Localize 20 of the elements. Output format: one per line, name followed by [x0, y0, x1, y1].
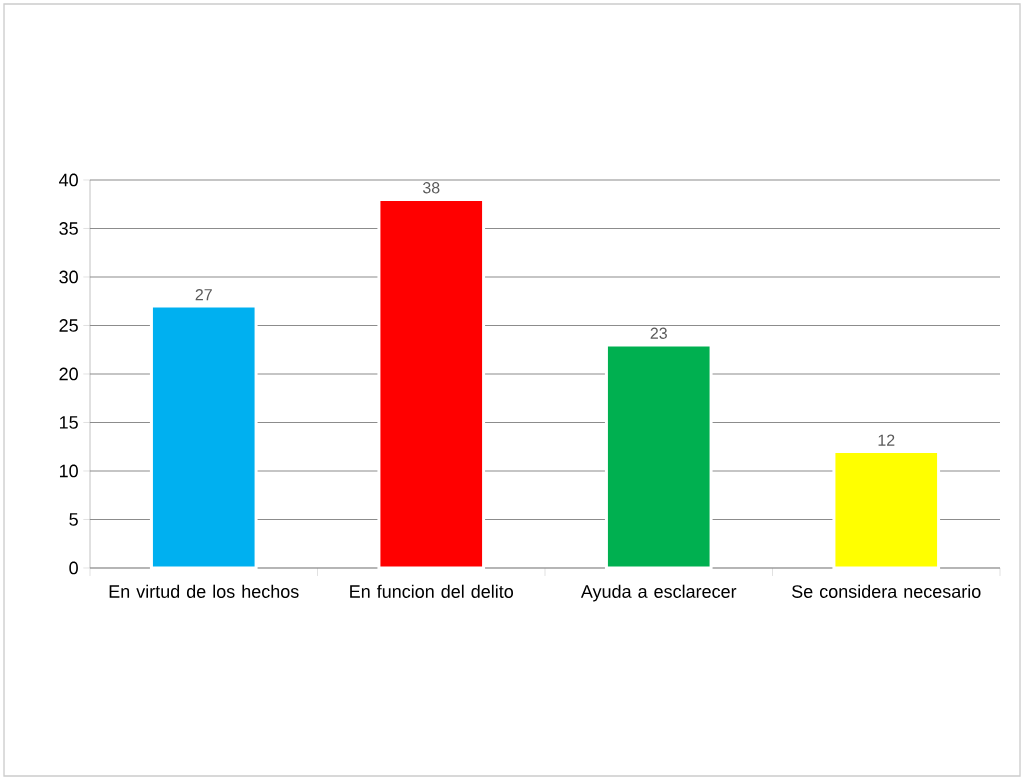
y-tick-label: 40 — [59, 173, 78, 187]
y-tick-label: 35 — [59, 222, 78, 235]
y-tick-label: 0 — [69, 561, 78, 575]
data-label: 38 — [422, 182, 440, 194]
y-tick-label: 15 — [59, 416, 78, 429]
x-tick-label: Se considera necesario — [792, 584, 981, 598]
y-tick-label: 5 — [69, 513, 78, 526]
y-tick-label: 20 — [59, 367, 78, 381]
y-tick-label: 10 — [59, 464, 78, 478]
x-tick-label: Ayuda a esclarecer — [580, 584, 737, 602]
x-tick-label: En virtud de los hechos — [109, 584, 299, 598]
bar — [604, 343, 713, 570]
bar — [149, 304, 258, 570]
x-tick-label: En funcion del delito — [350, 584, 514, 598]
y-tick-label: 30 — [59, 270, 78, 284]
bar — [832, 450, 941, 570]
y-tick-label: 25 — [59, 319, 78, 332]
data-label: 27 — [195, 288, 212, 301]
data-label: 12 — [878, 434, 895, 446]
data-label: 23 — [650, 327, 667, 339]
